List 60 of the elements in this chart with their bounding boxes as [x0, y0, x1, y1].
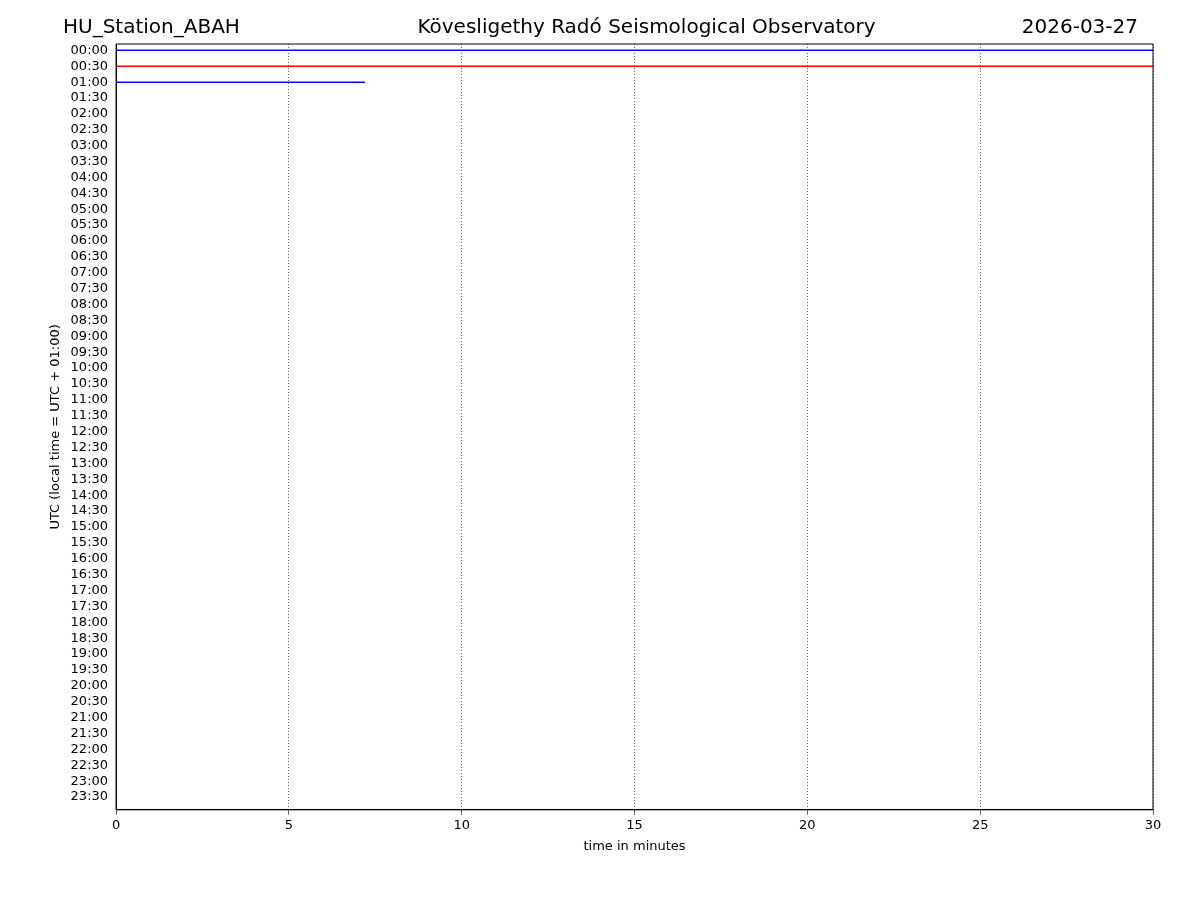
y-tick-label: 21:30: [70, 724, 109, 740]
y-tick-label: 22:00: [70, 740, 109, 756]
y-tick-label: 09:30: [70, 343, 109, 359]
y-tick-label: 05:30: [70, 216, 109, 232]
y-tick-label: 12:00: [70, 423, 109, 439]
y-tick-label: 10:00: [70, 359, 109, 375]
y-tick-label: 17:00: [70, 581, 109, 597]
y-tick-label: 20:30: [70, 693, 109, 709]
y-tick-label: 22:30: [70, 756, 109, 772]
y-tick-label: 11:00: [70, 391, 109, 407]
y-tick-label: 16:30: [70, 566, 109, 582]
y-axis-title: UTC (local time = UTC + 01:00): [47, 324, 63, 530]
y-tick-label: 18:00: [70, 613, 109, 629]
y-tick-label: 03:00: [70, 137, 109, 153]
y-tick-label: 03:30: [70, 152, 109, 168]
y-tick-label: 23:30: [70, 788, 109, 804]
y-tick-label: 10:30: [70, 375, 109, 391]
y-tick-label: 15:00: [70, 518, 109, 534]
y-tick-label: 04:30: [70, 184, 109, 200]
y-tick-label: 20:00: [70, 677, 109, 693]
x-tick-label: 30: [1144, 816, 1162, 832]
y-tick-label: 08:30: [70, 311, 109, 327]
y-tick-label: 16:00: [70, 550, 109, 566]
y-tick-label: 08:00: [70, 295, 109, 311]
y-tick-label: 15:30: [70, 534, 109, 550]
x-axis-title: time in minutes: [583, 837, 686, 853]
y-tick-label: 01:00: [70, 73, 109, 89]
y-tick-label: 00:30: [70, 57, 109, 73]
y-tick-label: 21:00: [70, 709, 109, 725]
y-tick-label: 18:30: [70, 629, 109, 645]
y-tick-label: 04:00: [70, 168, 109, 184]
y-tick-label: 23:00: [70, 772, 109, 788]
y-tick-label: 07:00: [70, 264, 109, 280]
y-tick-label: 09:00: [70, 327, 109, 343]
y-tick-label: 01:30: [70, 89, 109, 105]
x-tick-label: 25: [971, 816, 989, 832]
y-tick-label: 11:30: [70, 407, 109, 423]
y-tick-label: 00:00: [70, 41, 109, 57]
y-tick-label: 17:30: [70, 597, 109, 613]
y-tick-label: 06:00: [70, 232, 109, 248]
y-tick-label: 19:30: [70, 661, 109, 677]
y-tick-label: 02:00: [70, 105, 109, 121]
x-tick-label: 10: [453, 816, 470, 832]
y-tick-label: 05:00: [70, 200, 109, 216]
text: 2026-03-27: [1021, 14, 1138, 39]
x-tick-label: 20: [799, 816, 816, 832]
y-tick-label: 12:30: [70, 438, 109, 454]
y-tick-label: 14:30: [70, 502, 109, 518]
chart-title: Kövesligethy Radó Seismological Observatory: [417, 14, 876, 39]
x-tick-label: 0: [111, 816, 121, 832]
y-tick-label: 06:30: [70, 248, 109, 264]
x-tick-label: 5: [284, 816, 294, 832]
y-tick-label: 02:30: [70, 121, 109, 137]
y-tick-label: 14:00: [70, 486, 109, 502]
x-tick-label: 15: [626, 816, 643, 832]
y-tick-label: 13:00: [70, 454, 109, 470]
text: HU_Station_ABAH: [63, 14, 240, 39]
y-tick-label: 07:30: [70, 280, 109, 296]
y-tick-label: 19:00: [70, 645, 109, 661]
y-tick-label: 13:30: [70, 470, 109, 486]
